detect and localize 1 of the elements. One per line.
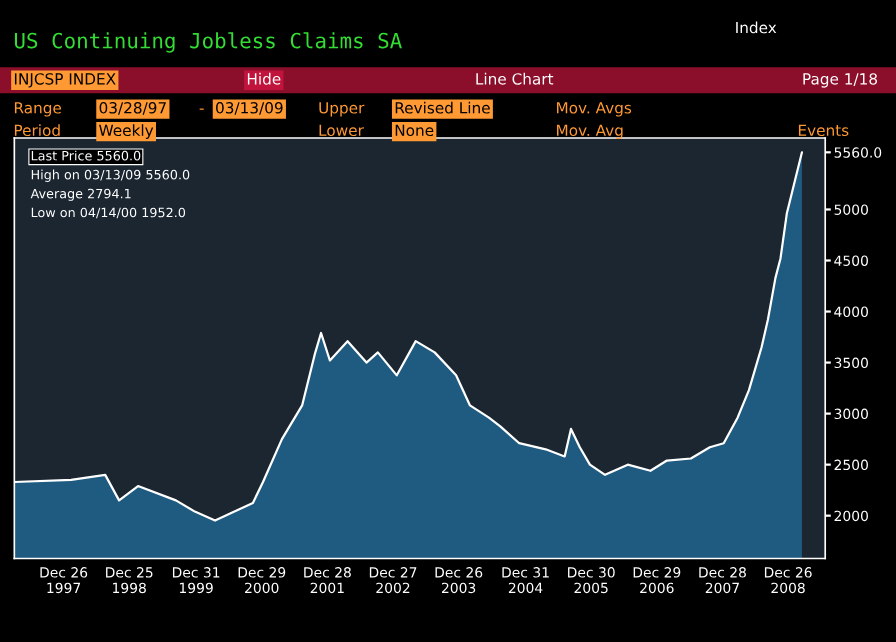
chart-title: US Continuing Jobless Claims SA xyxy=(14,32,402,53)
